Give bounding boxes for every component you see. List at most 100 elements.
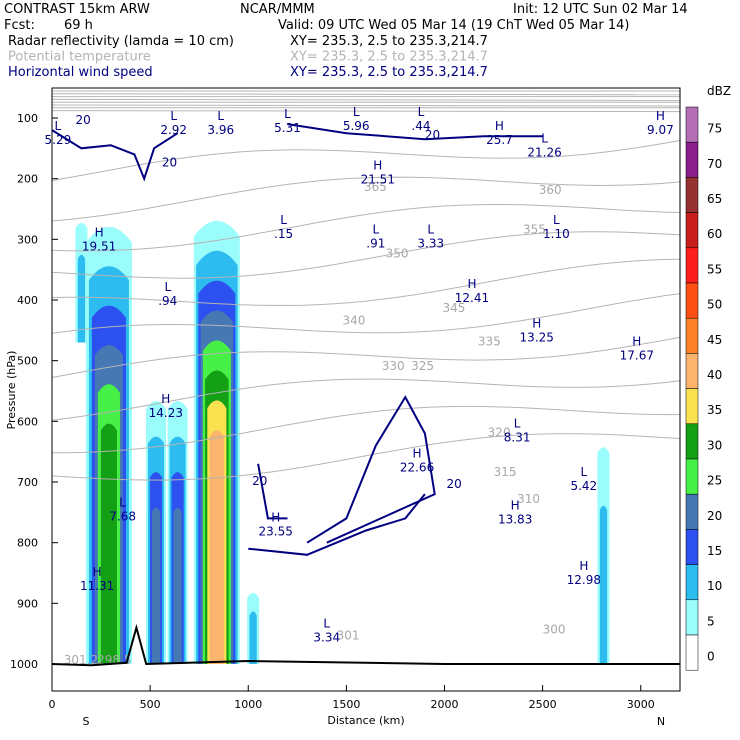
colorbar-swatch [685, 212, 699, 249]
extremum: H9.07 [647, 109, 674, 137]
colorbar-swatch [685, 599, 699, 636]
theta-line [51, 378, 681, 421]
colorbar-swatch [685, 177, 699, 213]
field-name: Radar reflectivity (lamda = 10 cm) [8, 34, 234, 49]
colorbar-level: 5 [707, 614, 715, 628]
colorbar-swatch [685, 247, 699, 284]
reflectivity-cell [209, 430, 225, 664]
extremum: H21.51 [361, 159, 395, 187]
colorbar-swatch [685, 564, 699, 601]
theta-label: 355 [523, 222, 546, 236]
extremum: L3.34 [313, 617, 340, 645]
reflectivity-layer [75, 220, 610, 665]
extremum-value: 5.31 [274, 121, 301, 135]
x-tick-label: 2000 [431, 698, 459, 711]
extremum: H14.23 [149, 392, 183, 420]
plot-frame [51, 87, 681, 692]
extremum-value: 22.66 [400, 461, 434, 475]
extremum-value: .91 [366, 236, 385, 250]
axes: 0 500 1000 1500 2000 2500 3000 100 200 300 400 500 6… [10, 112, 655, 711]
wind-contour-label: 20 [76, 113, 91, 127]
extremum: L3.33 [417, 222, 444, 250]
y-tick-label: 900 [17, 597, 38, 610]
field-xy: XY= 235.3, 2.5 to 235.3,214.7 [290, 34, 488, 49]
extremum-value: 21.26 [527, 145, 561, 159]
extremum-type: H [373, 159, 382, 173]
extremum-type: H [511, 498, 520, 512]
wind-contour-label: 20 [446, 477, 461, 491]
wind-contours: 20 20 20 20 20 [51, 113, 543, 556]
colorbar-level: 0 [707, 650, 715, 664]
theta-label: 365 [364, 180, 387, 194]
theta-line [51, 405, 680, 454]
x-tick-label: 500 [140, 698, 161, 711]
extremum: H17.67 [620, 335, 654, 363]
extremum: H23.55 [259, 510, 293, 538]
y-tick-label: 100 [17, 112, 38, 125]
reflectivity-cell [173, 507, 182, 664]
theta-label: 315 [494, 465, 517, 479]
extremum-type: H [656, 109, 665, 123]
colorbar-level: 25 [707, 474, 722, 488]
theta-line [51, 293, 681, 334]
extremum-value: 12.98 [567, 573, 601, 587]
model-title: CONTRAST 15km ARW [4, 2, 150, 17]
theta-label: 301.2 [64, 653, 98, 667]
extremum: L2.92 [160, 109, 187, 137]
extremum: H12.41 [455, 277, 489, 305]
theta-label: 300 [543, 623, 566, 637]
extremum-type: L [372, 222, 379, 236]
extremum: L3.96 [207, 109, 234, 137]
extremum-type: L [514, 416, 521, 430]
colorbar-level: 40 [707, 368, 722, 382]
wind-line [51, 129, 179, 182]
colorbar-level: 45 [707, 333, 722, 347]
extremum-value: 14.23 [149, 406, 183, 420]
reflectivity-cell [151, 507, 161, 664]
extremum-value: 2.92 [160, 123, 187, 137]
extremum-type: L [323, 617, 330, 631]
fcst-label: Fcst: [4, 18, 35, 33]
colorbar-level: 70 [707, 157, 722, 171]
extremum: H25.7 [486, 119, 513, 147]
reflectivity-cell [77, 254, 86, 343]
theta-line [51, 110, 681, 113]
extremum-type: L [580, 465, 587, 479]
colorbar-swatch [685, 634, 699, 671]
extremum-value: 5.96 [343, 119, 370, 133]
x-axis-label: Distance (km) [327, 714, 404, 727]
extremum: L5.29 [45, 119, 72, 147]
extremum-type: H [467, 277, 476, 291]
extremum-value: 8.31 [504, 430, 531, 444]
y-tick-label: 300 [17, 233, 38, 246]
extremum: L21.26 [527, 131, 561, 159]
extremum-type: H [93, 565, 102, 579]
extremum: L5.96 [343, 105, 370, 133]
extremum-type: H [579, 559, 588, 573]
extremum-type: L [217, 109, 224, 123]
theta-line [51, 204, 681, 252]
extremum-value: 23.55 [259, 524, 293, 538]
extremum-value: 13.25 [520, 330, 554, 344]
colorbar-level: 35 [707, 403, 722, 417]
extremum-type: H [413, 447, 422, 461]
theta-label: 360 [539, 183, 562, 197]
theta-line [51, 336, 681, 378]
extremum-value: .15 [274, 227, 293, 241]
north-label: N [657, 715, 665, 728]
extremum-type: H [532, 316, 541, 330]
y-tick-label: 200 [17, 173, 38, 186]
extremum-type: L [170, 109, 177, 123]
fcst-value: 69 h [64, 18, 93, 33]
field-name: Potential temperature [8, 50, 151, 65]
theta-line [51, 104, 681, 107]
extremum-type: L [119, 495, 126, 509]
extremum-value: 3.34 [313, 631, 340, 645]
colorbar-swatch [685, 423, 699, 460]
colorbar-level: 60 [707, 227, 722, 241]
colorbar-title: dBZ [707, 84, 731, 98]
extremum-value: 3.96 [207, 123, 234, 137]
colorbar-swatch [685, 493, 699, 530]
extremum-type: H [95, 225, 104, 239]
